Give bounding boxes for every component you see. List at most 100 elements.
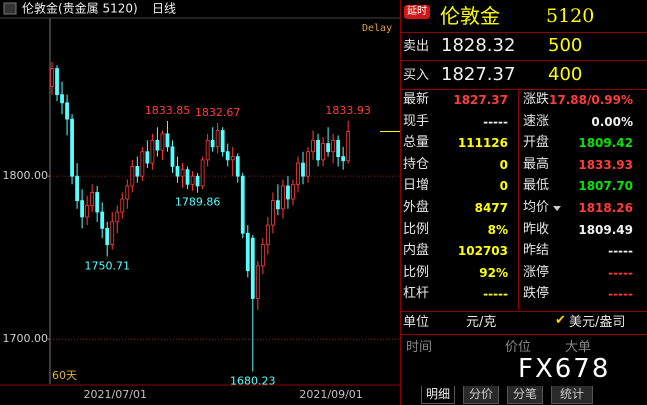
unit-value: 元/克 [466,315,497,330]
candle-body [155,139,160,151]
candle-body [220,130,225,153]
buy-volume: 400 [548,64,583,85]
candle-body [296,162,300,185]
buy-label: 买入 [403,68,430,83]
candle-body [180,169,185,177]
candle-body [185,169,190,185]
field-value: 8% [487,222,508,237]
field-label: 最低 [523,178,550,194]
candle-body [270,200,275,226]
instrument-name: 伦敦金 [440,4,500,28]
tab[interactable]: 明细 [421,386,455,404]
price-annotation: 1833.93 [325,104,371,117]
field-value: 1833.93 [578,157,633,172]
candle-body [215,130,220,148]
candle-body [306,151,310,177]
field-value: 1827.37 [453,93,508,107]
candle-body [140,151,145,177]
price-annotation: 1832.67 [195,106,241,119]
chart: 伦敦金(贵金属 5120) 日线 Delay 60天 1700.00 1800.0… [0,1,400,401]
candle-body [326,143,331,153]
watermark: FX678 [518,354,611,384]
price-annotation: 1680.23 [230,374,276,387]
range-label: 60天 [52,369,77,382]
candle-body [125,185,130,200]
separator [400,311,647,312]
period: 日线 [152,2,176,16]
menu-icon [3,2,17,15]
sell-price: 1828.32 [441,35,516,56]
x-tick-label: 2021/09/01 [299,388,362,401]
candle-body [65,102,69,120]
candle-body [135,165,140,177]
field-label: 比例 [403,221,430,237]
candle-body [235,156,240,177]
candle-body [291,183,295,200]
candle-body [275,200,280,210]
field-label: 涨跌 [523,92,550,107]
field-value: 0 [499,157,508,172]
candle-body [286,185,290,200]
tab[interactable]: 统计 [551,386,593,404]
y-tick-label: 1700.00 [3,332,49,345]
sell-volume: 500 [548,35,583,56]
candle-body [165,133,170,148]
field-value: 102703 [457,244,508,259]
candle-body [145,151,150,164]
field-value: 92% [479,265,508,280]
field-label: 最高 [523,156,550,172]
dropdown-icon [553,206,561,211]
field-value: 1809.49 [578,222,633,237]
candle-body [240,175,245,234]
tab[interactable]: 分笔 [507,386,543,404]
field-label: 比例 [403,264,430,280]
field-value: ----- [483,114,508,129]
candle-body [190,175,195,185]
field-value: 0 [499,179,508,194]
tab[interactable]: 分价 [463,386,499,404]
unit-label: 单位 [403,315,430,330]
field-label: 均价 [523,200,550,215]
field-label: 日增 [403,178,430,194]
separator [400,60,647,61]
candle-body [175,165,180,177]
candle-body [341,156,346,162]
candle-body [50,68,54,87]
instrument-title: 伦敦金(贵金属 5120) [22,1,138,16]
candle-body [346,131,351,162]
col-header: 大单 [565,340,592,355]
price-annotation: 1789.86 [175,196,221,209]
col-header: 时间 [406,340,433,355]
field-label: 昨结 [523,243,550,259]
sell-label: 卖出 [403,39,430,54]
candle-body [195,175,200,187]
candle-body [250,237,255,299]
candle-body [80,200,85,218]
separator [518,90,519,310]
field-label: 现手 [403,113,430,129]
candle-body [331,139,336,153]
candle-body [90,192,95,206]
field-label: 昨收 [523,221,550,237]
field-label: 最新 [403,92,430,107]
candle-body [245,232,250,272]
candle-body [301,162,305,177]
field-label: 开盘 [523,135,550,151]
field-value: ----- [483,287,508,302]
unit-option[interactable]: 美元/盎司 [569,315,626,330]
separator [400,32,647,33]
candle-body [210,139,215,148]
col-header: 价位 [505,340,532,355]
candle-body [150,139,155,164]
field-value: 111126 [457,136,508,151]
field-label: 内盘 [403,243,430,259]
field-value: ----- [608,287,633,302]
field-label: 涨停 [523,264,550,280]
candle-body [205,139,210,161]
candle-body [70,118,74,177]
field-label: 跌停 [523,286,550,302]
delay-label: Delay [362,23,392,34]
candle-body [225,151,230,161]
candle-body [115,211,120,223]
